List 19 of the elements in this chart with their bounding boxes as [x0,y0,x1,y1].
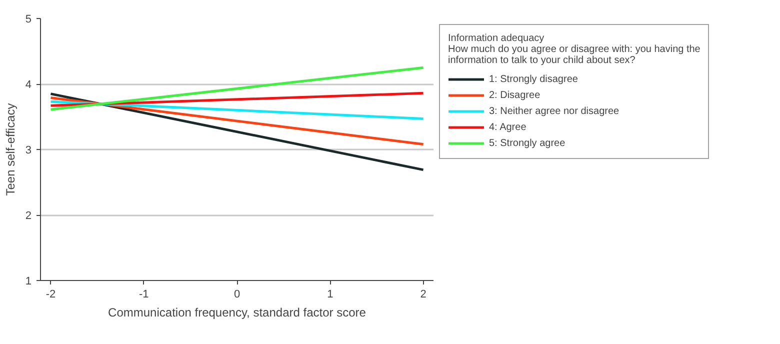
legend-label: 2: Disagree [489,88,540,102]
text: How much do you agree or disagree with: you having the information to talk to your child about sex? [448,44,700,66]
legend-label: 5: Strongly agree [489,136,566,150]
x-axis-title: Communication frequency, standard factor score [108,306,366,320]
x-tick-label: 0 [234,288,240,300]
legend-label: 3: Neither agree nor disagree [489,104,620,118]
x-tick-label: 2 [420,288,426,300]
x-tick-label: -2 [46,288,56,300]
y-tick-label: 3 [25,144,32,156]
y-axis-title: Teen self-efficacy [3,103,18,196]
y-tick-label: 1 [25,276,32,288]
y-tick-label: 2 [25,210,32,222]
legend-title: Information adequacy [448,33,544,44]
x-tick-label: -1 [138,288,149,300]
x-tick-label: 1 [327,288,334,300]
legend-label: 1: Strongly disagree [489,72,578,86]
legend-label: 4: Agree [489,120,526,134]
y-tick-label: 4 [25,79,32,91]
y-tick-label: 5 [25,14,32,26]
